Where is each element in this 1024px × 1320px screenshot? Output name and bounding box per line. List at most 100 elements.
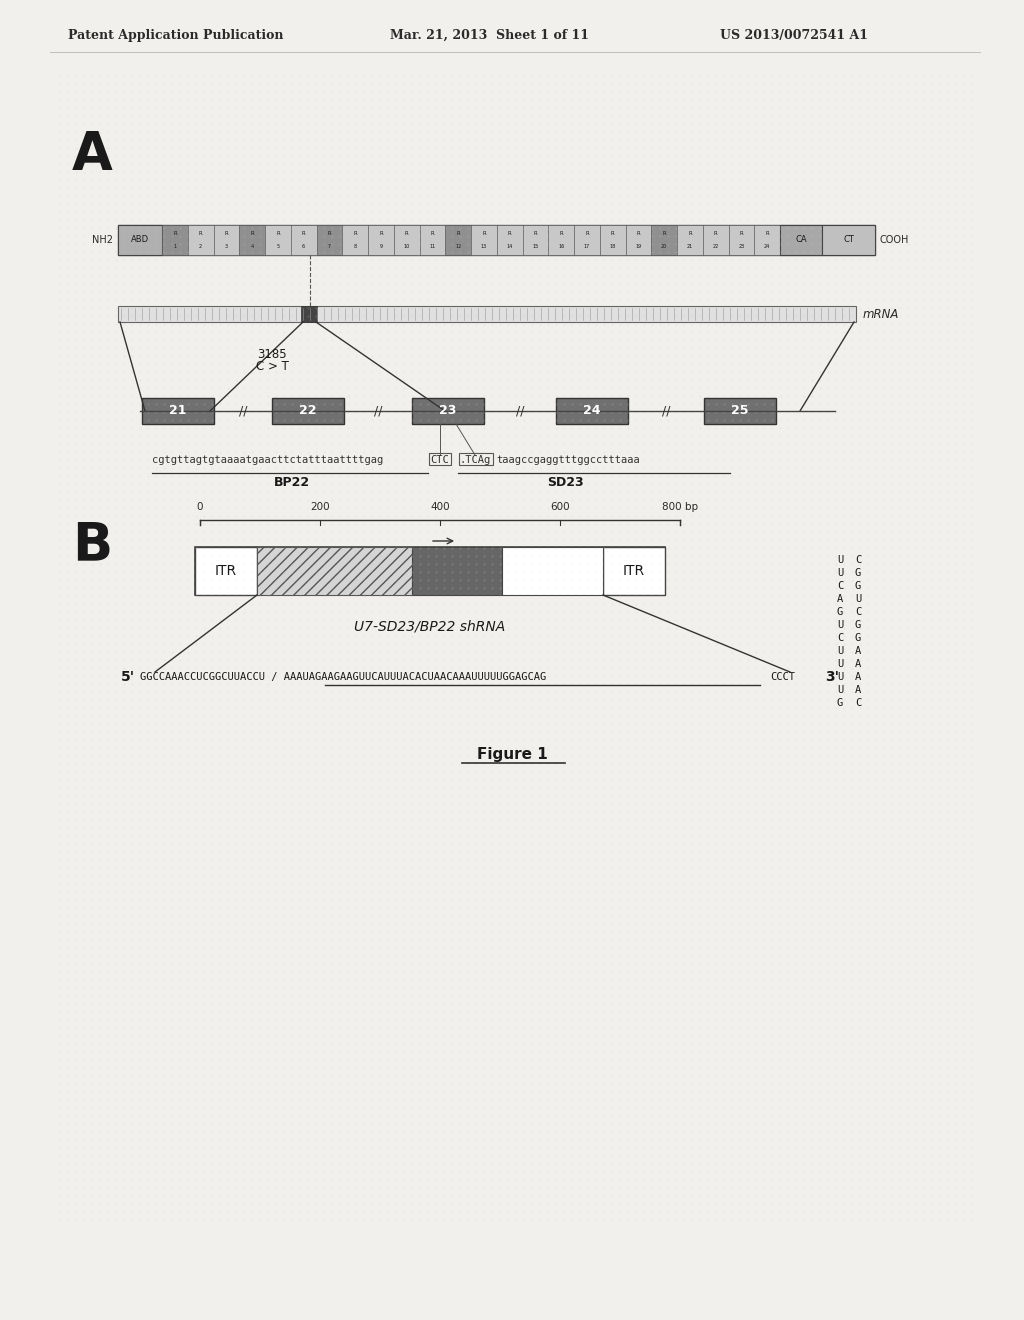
Bar xyxy=(342,224,368,255)
Text: R: R xyxy=(173,231,177,236)
Text: R: R xyxy=(250,231,254,236)
Bar xyxy=(291,224,316,255)
Text: CCCT: CCCT xyxy=(770,672,795,682)
Text: 3': 3' xyxy=(825,671,839,684)
Text: //: // xyxy=(239,404,247,417)
Text: 3: 3 xyxy=(225,244,228,249)
Bar xyxy=(420,224,445,255)
Bar xyxy=(118,224,874,255)
Text: G: G xyxy=(855,634,861,643)
Bar xyxy=(471,224,497,255)
Text: A: A xyxy=(855,685,861,696)
Text: 4: 4 xyxy=(251,244,254,249)
Text: R: R xyxy=(482,231,485,236)
Text: 10: 10 xyxy=(403,244,410,249)
Text: COOH: COOH xyxy=(880,235,909,246)
Text: 17: 17 xyxy=(584,244,590,249)
Text: U: U xyxy=(837,568,843,578)
Text: R: R xyxy=(199,231,203,236)
Text: C: C xyxy=(837,634,843,643)
Text: U: U xyxy=(837,645,843,656)
Text: 13: 13 xyxy=(480,244,487,249)
Text: R: R xyxy=(276,231,280,236)
Bar xyxy=(240,224,265,255)
Bar xyxy=(301,306,317,322)
Text: ITR: ITR xyxy=(215,564,238,578)
Text: A: A xyxy=(837,594,843,605)
Bar xyxy=(574,224,600,255)
Text: 5': 5' xyxy=(121,671,135,684)
Text: 24: 24 xyxy=(764,244,770,249)
Text: ITR: ITR xyxy=(623,564,645,578)
Text: 23: 23 xyxy=(738,244,744,249)
Bar xyxy=(118,306,856,322)
Text: 1: 1 xyxy=(173,244,176,249)
Text: GGCCAAACCUCGGCUUACCU / AAAUAGAAGAAGUUCAUUUACACUAACAAAUUUUUGGAGCAG: GGCCAAACCUCGGCUUACCU / AAAUAGAAGAAGUUCAU… xyxy=(140,672,546,682)
Bar xyxy=(429,453,451,465)
Text: C: C xyxy=(855,554,861,565)
Text: 2: 2 xyxy=(199,244,202,249)
Bar xyxy=(522,224,548,255)
Bar xyxy=(548,224,574,255)
Text: C: C xyxy=(837,581,843,591)
Bar xyxy=(162,224,187,255)
Text: Mar. 21, 2013  Sheet 1 of 11: Mar. 21, 2013 Sheet 1 of 11 xyxy=(390,29,589,41)
Bar xyxy=(394,224,420,255)
Text: 600: 600 xyxy=(550,502,569,512)
Text: R: R xyxy=(379,231,383,236)
Bar xyxy=(445,224,471,255)
Text: G: G xyxy=(837,698,843,708)
Text: CT: CT xyxy=(843,235,854,244)
Bar xyxy=(142,399,214,424)
Text: R: R xyxy=(224,231,228,236)
Text: R: R xyxy=(739,231,743,236)
Text: 8: 8 xyxy=(353,244,356,249)
Bar xyxy=(677,224,702,255)
Text: 19: 19 xyxy=(635,244,641,249)
Bar xyxy=(600,224,626,255)
Text: G: G xyxy=(855,568,861,578)
Bar xyxy=(316,224,342,255)
Bar xyxy=(755,224,780,255)
Text: //: // xyxy=(516,404,524,417)
Text: R: R xyxy=(663,231,666,236)
Text: 12: 12 xyxy=(455,244,461,249)
Bar xyxy=(412,546,502,595)
Bar xyxy=(195,546,257,595)
Text: 0: 0 xyxy=(197,502,203,512)
Text: cgtgttagtgtaaaatgaacttctatttaattttgag: cgtgttagtgtaaaatgaacttctatttaattttgag xyxy=(152,455,383,465)
Text: C > T: C > T xyxy=(256,360,289,374)
Bar xyxy=(118,224,162,255)
Text: R: R xyxy=(765,231,769,236)
Bar xyxy=(213,224,240,255)
Text: 21: 21 xyxy=(169,404,186,417)
Text: R: R xyxy=(508,231,511,236)
Text: R: R xyxy=(328,231,331,236)
Text: 200: 200 xyxy=(310,502,330,512)
Text: R: R xyxy=(610,231,614,236)
Bar xyxy=(368,224,394,255)
Text: B: B xyxy=(72,519,113,572)
Text: R: R xyxy=(714,231,718,236)
Text: //: // xyxy=(662,404,671,417)
Text: 15: 15 xyxy=(532,244,539,249)
Bar xyxy=(272,399,344,424)
Text: CTC: CTC xyxy=(430,455,449,465)
Text: C: C xyxy=(855,698,861,708)
Text: 16: 16 xyxy=(558,244,564,249)
Text: U: U xyxy=(837,554,843,565)
Text: 6: 6 xyxy=(302,244,305,249)
Text: US 2013/0072541 A1: US 2013/0072541 A1 xyxy=(720,29,868,41)
Text: R: R xyxy=(353,231,357,236)
Bar xyxy=(705,399,776,424)
Bar xyxy=(412,399,484,424)
Text: G: G xyxy=(837,607,843,616)
Bar xyxy=(822,224,874,255)
Text: BP22: BP22 xyxy=(274,475,310,488)
Text: 25: 25 xyxy=(731,404,749,417)
Bar xyxy=(556,399,628,424)
Text: 7: 7 xyxy=(328,244,331,249)
Text: SD23: SD23 xyxy=(547,475,584,488)
Text: U: U xyxy=(837,620,843,630)
Text: CA: CA xyxy=(796,235,807,244)
